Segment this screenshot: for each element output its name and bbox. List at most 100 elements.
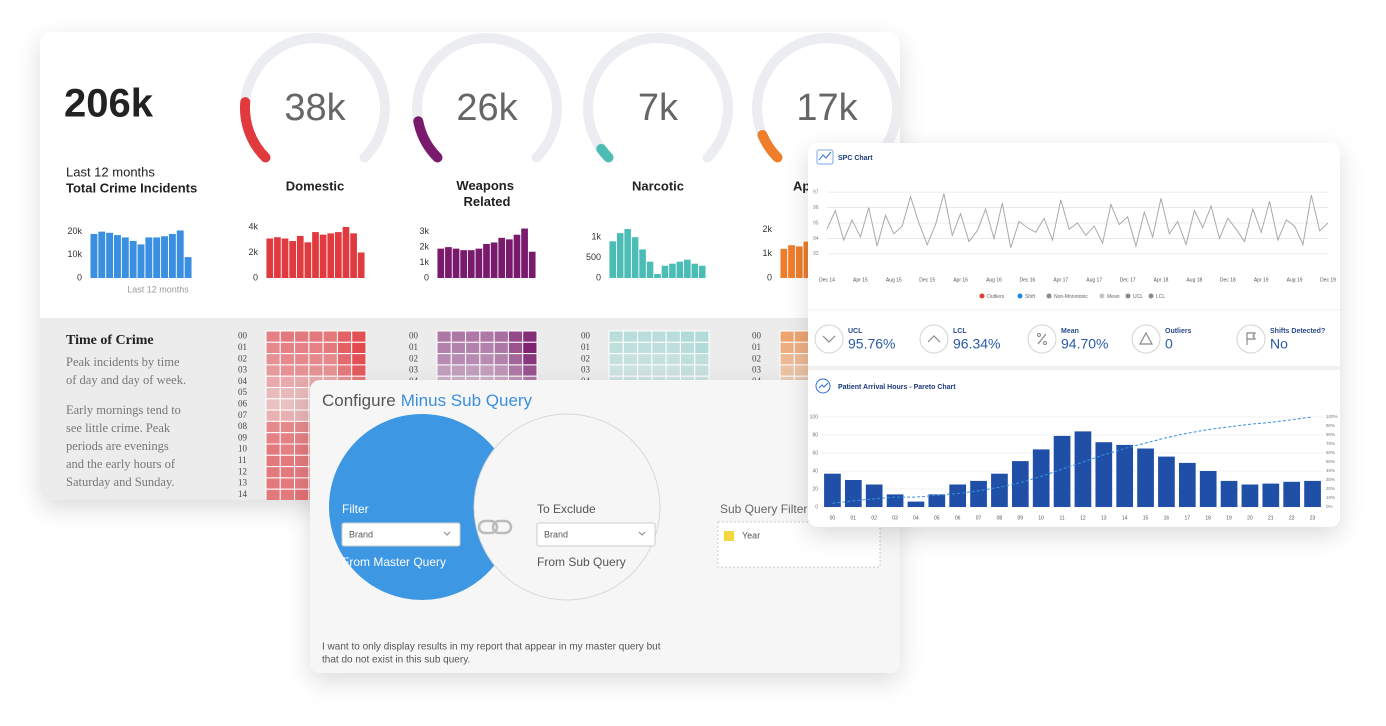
x-tick-label: Aug 19 [1287, 277, 1303, 283]
heatmap-cell [450, 353, 467, 366]
bar [616, 233, 624, 278]
heatmap-cell [493, 341, 509, 355]
x-tick-label: Aug 18 [1186, 277, 1202, 283]
hour-label: 14 [238, 489, 248, 499]
link-icon [491, 519, 513, 535]
heatmap-cell [479, 364, 495, 377]
total-period: Last 12 months [66, 164, 155, 179]
heatmap-cell [637, 341, 653, 355]
y-tick-label: 10k [67, 249, 82, 259]
bar [1053, 435, 1071, 507]
note-line: periods are evenings [66, 439, 169, 453]
bar [350, 233, 357, 278]
spc-panel: SPC Chart 93 94 95 96 97 Dec 14 Apr 15 Aug 15 Dec… [808, 143, 1340, 527]
heatmap-cell [322, 341, 338, 355]
bar [928, 494, 946, 507]
y2-tick-label: 50% [1326, 459, 1335, 464]
bar [1304, 480, 1321, 507]
heatmap-cell [465, 364, 481, 377]
hour-label: 03 [409, 365, 419, 375]
x-tick-label: Aug 17 [1086, 277, 1102, 283]
bar [98, 231, 106, 278]
heatmap-cell [665, 330, 681, 343]
chart-icon [818, 151, 832, 161]
heatmap-cell [507, 341, 524, 355]
x-tick-label: 01 [851, 515, 857, 521]
heatmap-cell [279, 353, 296, 366]
kpi-icon [814, 324, 844, 354]
heatmap-cell [265, 420, 281, 434]
x-tick-label: 06 [955, 515, 961, 521]
heatmap-cell [651, 353, 667, 366]
y-tick-label: 1k [591, 232, 601, 242]
y-tick-label: 20 [812, 486, 818, 492]
x-tick-label: 03 [892, 515, 898, 521]
heatmap-cell [522, 330, 538, 343]
x-tick-label: 15 [1143, 515, 1149, 521]
bar [1178, 462, 1196, 507]
heatmap-cell [608, 341, 624, 355]
y-tick-label: 40 [812, 468, 818, 474]
bar [153, 237, 161, 278]
y-tick-label: 2k [248, 247, 258, 257]
legend-label: Non-Monotonic [1054, 294, 1088, 300]
heatmap-cell [637, 353, 653, 366]
bar [312, 232, 319, 278]
heatmap-cell [279, 341, 296, 355]
hour-label: 05 [238, 387, 248, 397]
heatmap-cell [779, 353, 795, 366]
bar [304, 242, 312, 278]
x-tick-label: 20 [1247, 515, 1253, 521]
bar [498, 237, 506, 278]
heatmap-cell [294, 387, 310, 400]
bar [654, 273, 661, 278]
kpi-icon [1027, 324, 1057, 354]
heatmap-cell [265, 454, 281, 468]
y-tick-label: 94 [813, 236, 819, 242]
y2-tick-label: 70% [1326, 441, 1335, 446]
heatmap-cell [793, 364, 810, 377]
bar [1199, 471, 1217, 507]
x-tick-label: Dec 15 [919, 277, 935, 283]
bar [886, 494, 904, 507]
heatmap-cell [279, 375, 296, 389]
hour-label: 11 [238, 455, 247, 465]
master-circle [329, 414, 515, 600]
bar [624, 229, 631, 278]
x-tick-label: 09 [1018, 515, 1024, 521]
heatmap-cell [265, 432, 281, 445]
y-tick-label: 96 [813, 205, 819, 211]
y-tick-label: 4k [248, 221, 258, 231]
heatmap-cell [294, 477, 310, 490]
gauge-label: 7k [638, 87, 679, 129]
x-tick-label: 07 [976, 515, 982, 521]
bar [676, 261, 684, 278]
heatmap-cell [622, 353, 639, 366]
bar [161, 236, 168, 278]
heatmap-cell [279, 432, 296, 445]
heatmap-cell [779, 330, 795, 343]
bar [1137, 448, 1154, 507]
heatmap-cell [294, 432, 310, 445]
hour-label: 03 [581, 365, 591, 375]
select-value: Brand [349, 529, 373, 539]
panel [808, 143, 1340, 527]
heatmap-cell [294, 341, 310, 355]
description-line: of day and day of week. [66, 373, 186, 387]
configure-panel: Configure Minus Sub Query Filter Brand From … [310, 380, 900, 673]
bar [661, 265, 669, 278]
bar [274, 237, 281, 278]
heatmap-cell [479, 353, 495, 366]
heatmap-cell [637, 364, 653, 377]
heatmap-cell [351, 341, 367, 355]
x-tick-label: 10 [1038, 515, 1044, 521]
gauge-track [412, 33, 562, 163]
heatmap-cell [294, 330, 310, 343]
heatmap-cell [450, 341, 467, 355]
bar [1032, 449, 1050, 507]
line [826, 193, 1329, 249]
heatmap-cell [665, 364, 681, 377]
bar [106, 232, 114, 278]
heatmap-cell [308, 330, 324, 343]
bar [521, 228, 528, 278]
